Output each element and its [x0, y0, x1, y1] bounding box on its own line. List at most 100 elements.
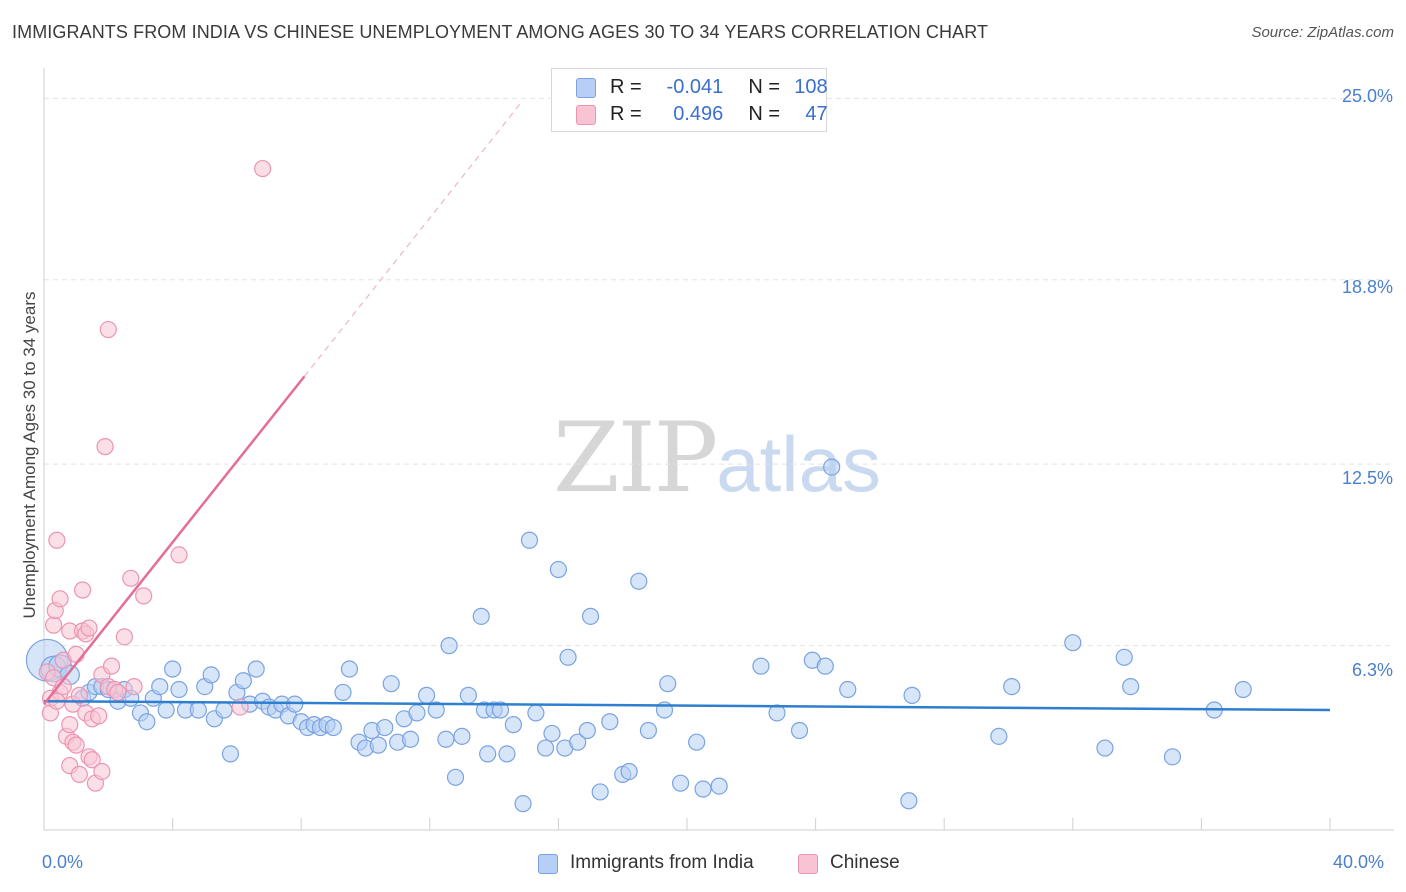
india-point	[446, 768, 465, 786]
n-label: N =	[748, 103, 781, 125]
india-point	[527, 704, 545, 722]
legend-text-india: R = -0.041 N = 108	[610, 76, 828, 99]
legend-swatch-pink	[576, 105, 596, 125]
y-tick-label: 18.8%	[1341, 277, 1393, 297]
chinese-point	[70, 686, 88, 704]
y-tick-label: 6.3%	[1351, 660, 1393, 680]
india-point	[694, 780, 712, 798]
india-point	[1115, 648, 1133, 666]
india-point	[151, 677, 169, 696]
chinese-trend-line	[43, 375, 306, 705]
india-trend-line	[43, 699, 1331, 712]
n-value-india: 108	[794, 76, 828, 98]
india-point	[453, 727, 471, 745]
bottom-legend-swatch-blue	[538, 854, 558, 874]
india-point	[559, 648, 577, 666]
india-point	[543, 724, 561, 743]
chinese-point	[93, 762, 111, 781]
india-point	[591, 783, 609, 801]
india-point	[189, 701, 207, 719]
india-point	[472, 607, 490, 625]
watermark-zip: ZIP	[553, 402, 718, 514]
india-point	[1122, 677, 1140, 696]
chinese-point	[96, 438, 114, 456]
india-point	[536, 739, 555, 757]
india-point	[234, 672, 252, 690]
india-point	[578, 721, 596, 740]
india-point	[639, 721, 658, 740]
chinese-point	[122, 569, 140, 587]
chinese-point	[109, 683, 127, 702]
india-point	[688, 733, 706, 751]
india-point	[164, 660, 182, 678]
india-point	[630, 572, 648, 590]
india-point	[221, 745, 240, 763]
india-point	[1234, 680, 1252, 699]
x-tick-label: 0.0%	[42, 852, 84, 872]
india-point	[1096, 739, 1114, 757]
india-point	[581, 607, 600, 625]
chinese-point	[83, 751, 101, 769]
india-point	[382, 675, 400, 693]
india-point	[569, 733, 587, 751]
chinese-point	[70, 765, 88, 783]
chinese-point	[135, 587, 153, 605]
y-tick-label: 25.0%	[1341, 86, 1393, 106]
chinese-point	[254, 159, 272, 178]
india-point	[839, 680, 857, 699]
n-value-chinese: 47	[805, 103, 828, 125]
india-point	[247, 660, 265, 678]
chinese-point	[99, 320, 117, 339]
india-point	[498, 745, 516, 763]
india-point	[401, 730, 420, 748]
r-value-chinese: 0.496	[673, 103, 724, 125]
india-point	[440, 637, 458, 655]
r-value-india: -0.041	[666, 76, 724, 98]
correlation-legend: R = -0.041 N = 108 R = 0.496 N = 47	[551, 68, 828, 132]
chinese-point	[67, 736, 85, 754]
india-point	[768, 704, 786, 722]
watermark-atlas: atlas	[716, 420, 881, 508]
india-point	[990, 727, 1008, 745]
india-point	[376, 718, 394, 737]
india-point	[170, 680, 188, 699]
bottom-legend-swatch-pink	[798, 854, 818, 874]
y-axis-label: Unemployment Among Ages 30 to 34 years	[20, 291, 39, 619]
x-tick-label: 40.0%	[1333, 852, 1385, 872]
legend-swatch-blue	[576, 78, 596, 98]
chinese-point	[90, 707, 108, 725]
india-point	[157, 701, 175, 719]
india-point	[1163, 748, 1182, 766]
legend-text-chinese: R = 0.496 N = 47	[610, 103, 828, 126]
india-point	[514, 795, 532, 813]
india-point	[324, 718, 342, 737]
bottom-legend-label-chinese: Chinese	[830, 852, 900, 873]
r-label: R =	[610, 103, 642, 125]
india-point	[215, 701, 233, 719]
source-label: Source: ZipAtlas.com	[1251, 24, 1394, 41]
india-point	[601, 713, 619, 731]
r-label: R =	[610, 76, 642, 98]
india-point	[1003, 677, 1021, 696]
n-label: N =	[748, 76, 781, 98]
chinese-point	[61, 716, 79, 734]
india-point	[1064, 634, 1082, 652]
chinese-point	[80, 619, 98, 637]
chinese-point	[48, 531, 66, 549]
india-point	[202, 666, 220, 684]
bottom-legend-label-india: Immigrants from India	[570, 852, 754, 873]
chinese-point	[102, 657, 121, 675]
india-point	[369, 736, 387, 754]
chinese-point	[115, 628, 133, 646]
india-point	[903, 686, 921, 704]
india-point	[671, 774, 690, 792]
chinese-point	[73, 581, 92, 599]
india-point	[659, 675, 677, 693]
india-point	[427, 701, 445, 719]
chinese-point	[51, 590, 69, 608]
india-point	[790, 721, 809, 740]
chinese-point	[67, 645, 85, 664]
chinese-point	[45, 616, 63, 634]
india-point	[816, 657, 834, 675]
